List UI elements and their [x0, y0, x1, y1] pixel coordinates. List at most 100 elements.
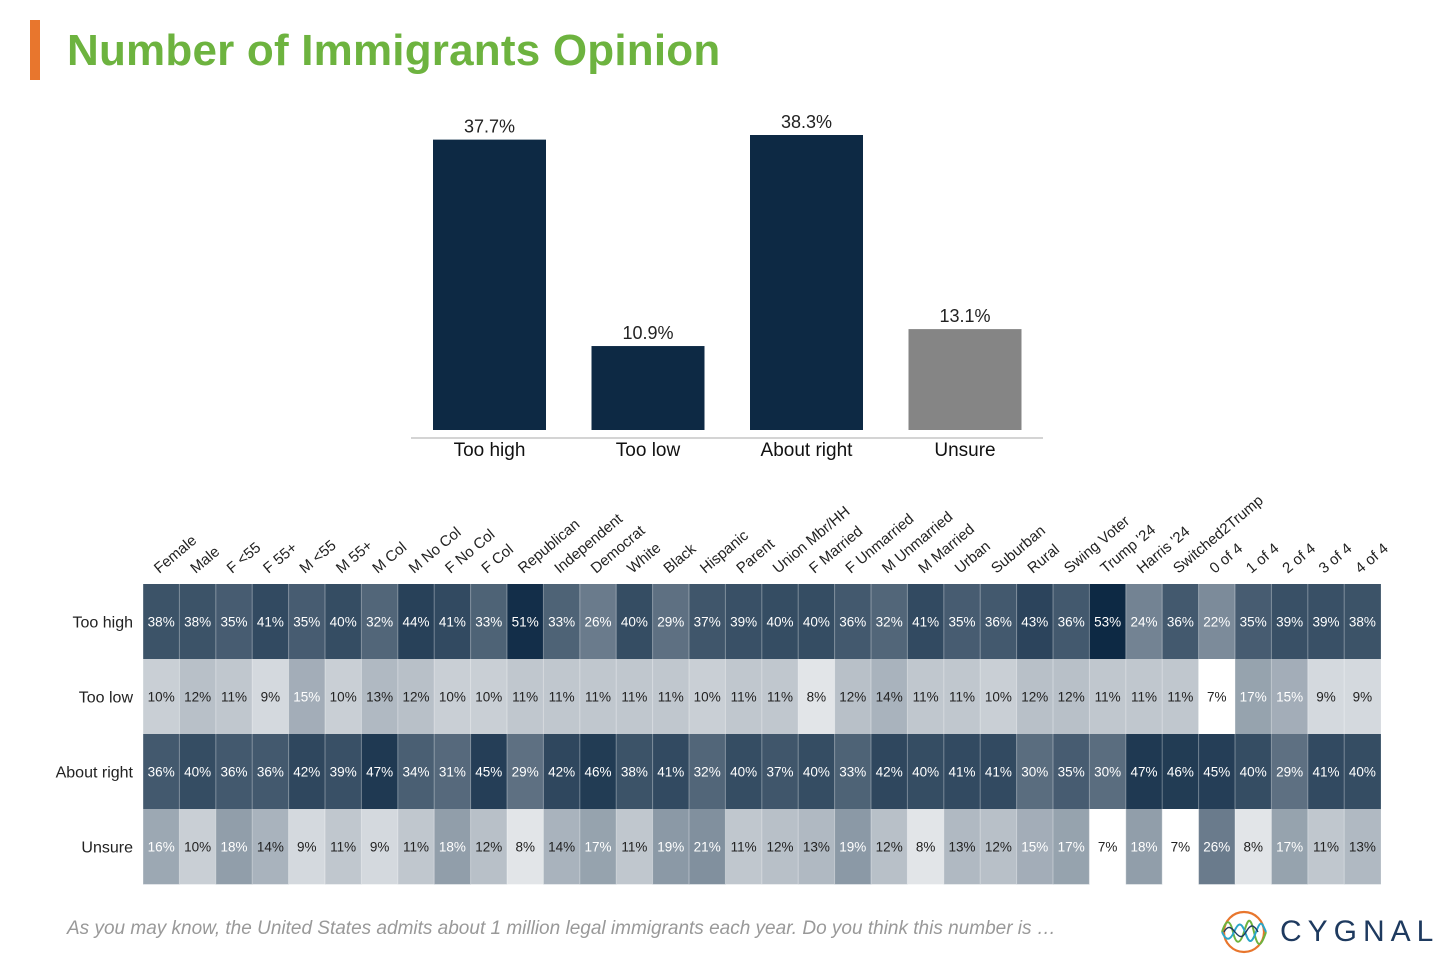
- heatmap-cell-value: 11%: [731, 840, 757, 855]
- heatmap-cell-value: 10%: [985, 690, 1012, 705]
- heatmap-cell-value: 11%: [585, 690, 611, 705]
- heatmap-cell-value: 40%: [1240, 765, 1267, 780]
- heatmap-cell-value: 7%: [1207, 690, 1227, 705]
- heatmap-cell: [1125, 809, 1163, 885]
- heatmap-cell-value: 12%: [475, 840, 502, 855]
- heatmap-cell: [361, 734, 399, 810]
- heatmap-cell: [1162, 734, 1199, 810]
- heatmap-cell: [761, 809, 799, 885]
- heatmap-cell: [470, 809, 508, 885]
- heatmap-cell: [871, 734, 908, 810]
- heatmap-cell: [616, 734, 653, 810]
- heatmap-cell: [798, 809, 835, 885]
- heatmap-cell-value: 10%: [439, 690, 466, 705]
- heatmap-cell: [834, 809, 872, 885]
- heatmap-cell-value: 11%: [731, 690, 757, 705]
- heatmap-cell: [1307, 584, 1345, 660]
- heatmap-cell: [725, 584, 763, 660]
- page-title: Number of Immigrants Opinion: [67, 26, 721, 75]
- heatmap-cell-value: 11%: [913, 690, 939, 705]
- heatmap-cell-value: 14%: [548, 840, 575, 855]
- heatmap-cell-value: 11%: [1131, 690, 1157, 705]
- heatmap-cell-value: 12%: [985, 840, 1012, 855]
- heatmap-cell-value: 36%: [1167, 615, 1194, 630]
- heatmap-cell: [1344, 659, 1381, 735]
- heatmap-cell: [215, 734, 253, 810]
- heatmap-cell-value: 9%: [1353, 690, 1373, 705]
- heatmap-cell: [689, 584, 726, 660]
- heatmap-cell-value: 26%: [584, 615, 611, 630]
- heatmap-cell-value: 35%: [1058, 765, 1085, 780]
- heatmap-cell: [1053, 659, 1090, 735]
- heatmap-cell: [907, 734, 945, 810]
- heatmap-cell: [397, 584, 435, 660]
- heatmap-row-label: Too high: [73, 615, 134, 632]
- heatmap-cell-value: 7%: [1098, 840, 1118, 855]
- heatmap-cell: [543, 659, 581, 735]
- heatmap-cell: [543, 809, 581, 885]
- heatmap-cell: [761, 584, 799, 660]
- heatmap-cell: [943, 809, 981, 885]
- heatmap-cell: [288, 659, 326, 735]
- heatmap-cell-value: 24%: [1130, 615, 1157, 630]
- heatmap-cell: [1198, 734, 1236, 810]
- heatmap-cell-value: 38%: [621, 765, 648, 780]
- bar-too-high: [433, 139, 546, 431]
- heatmap-column-header: F <55: [224, 539, 265, 577]
- heatmap-cell-value: 11%: [1167, 690, 1193, 705]
- heatmap-cell-value: 13%: [948, 840, 975, 855]
- heatmap-cell-value: 42%: [293, 765, 320, 780]
- heatmap-cell: [834, 584, 872, 660]
- heatmap-cell: [579, 659, 617, 735]
- heatmap-cell-value: 29%: [512, 765, 539, 780]
- heatmap-cell-value: 10%: [148, 690, 175, 705]
- heatmap-cell: [1053, 734, 1090, 810]
- heatmap-cell: [143, 659, 180, 735]
- heatmap-row-label: Too low: [79, 690, 134, 707]
- heatmap-cell: [1344, 809, 1381, 885]
- heatmap-cell: [179, 734, 217, 810]
- survey-question-footnote: As you may know, the United States admit…: [67, 918, 1056, 939]
- heatmap-cell-value: 12%: [1058, 690, 1085, 705]
- heatmap-cell: [616, 809, 653, 885]
- heatmap-cell-value: 36%: [148, 765, 175, 780]
- heatmap-cell: [725, 734, 763, 810]
- heatmap-cell: [325, 584, 362, 660]
- heatmap-cell-value: 35%: [948, 615, 975, 630]
- heatmap-column-header: M Col: [369, 539, 410, 577]
- heatmap-cell-value: 17%: [1240, 690, 1267, 705]
- heatmap-cell-value: 12%: [402, 690, 429, 705]
- heatmap-cell-value: 41%: [1312, 765, 1339, 780]
- heatmap-cell: [434, 734, 471, 810]
- heatmap-cell-value: 9%: [261, 690, 281, 705]
- heatmap-cell-value: 11%: [767, 690, 793, 705]
- heatmap-cell-value: 9%: [1316, 690, 1336, 705]
- bar-category-label: Too high: [454, 440, 526, 461]
- heatmap-cell: [725, 659, 763, 735]
- heatmap-cell-value: 19%: [839, 840, 866, 855]
- bar-value-label: 38.3%: [781, 112, 832, 132]
- title-accent-bar: [30, 20, 40, 80]
- heatmap-column-header: Black: [660, 540, 699, 577]
- heatmap-cell-value: 10%: [184, 840, 211, 855]
- heatmap-cell: [834, 659, 872, 735]
- heatmap-cell-value: 15%: [293, 690, 320, 705]
- bar-value-label: 10.9%: [622, 323, 673, 343]
- heatmap-cell: [652, 734, 690, 810]
- heatmap-cell-value: 47%: [1130, 765, 1157, 780]
- heatmap-cell-value: 21%: [694, 840, 721, 855]
- heatmap-cell: [143, 584, 180, 660]
- heatmap-cell: [507, 809, 544, 885]
- heatmap-cell: [1162, 584, 1199, 660]
- heatmap-cell: [1235, 584, 1272, 660]
- heatmap-cell: [1235, 734, 1272, 810]
- heatmap-cell-value: 11%: [1095, 690, 1121, 705]
- heatmap-cell: [871, 584, 908, 660]
- bar-category-label: Too low: [616, 440, 681, 461]
- heatmap-cell-value: 29%: [657, 615, 684, 630]
- heatmap-column-header: F 55+: [260, 539, 301, 577]
- bar-about-right: [750, 135, 863, 430]
- heatmap-cell: [1235, 809, 1272, 885]
- heatmap-cell-value: 46%: [584, 765, 611, 780]
- heatmap-cell-value: 10%: [475, 690, 502, 705]
